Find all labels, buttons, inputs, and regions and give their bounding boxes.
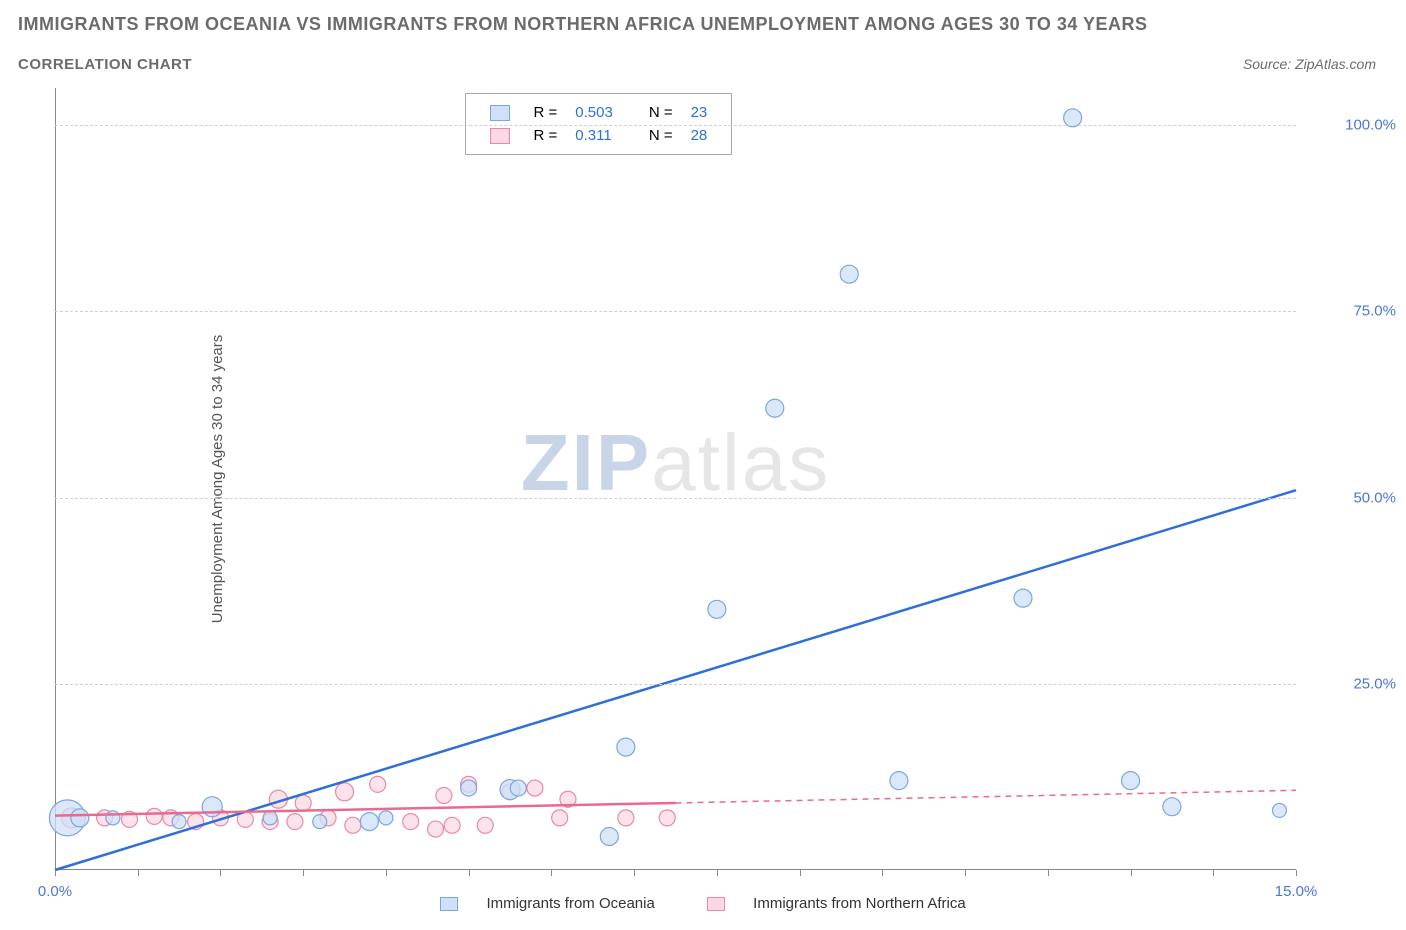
legend-r-label: R =: [526, 102, 566, 123]
legend-n-value-nafrica: 28: [683, 125, 716, 146]
chart-subtitle: CORRELATION CHART: [18, 56, 192, 73]
correlation-table: R = 0.503 N = 23 R = 0.311 N = 28: [480, 100, 718, 148]
x-tick-mark: [220, 870, 221, 876]
x-tick-mark: [1296, 870, 1297, 876]
data-point: [370, 776, 386, 792]
data-point: [1064, 109, 1082, 127]
legend-row-nafrica: R = 0.311 N = 28: [482, 125, 716, 146]
data-point: [618, 810, 634, 826]
x-tick-mark: [800, 870, 801, 876]
swatch-oceania: [490, 105, 510, 121]
data-point: [1014, 589, 1032, 607]
data-point: [766, 399, 784, 417]
data-point: [403, 814, 419, 830]
data-point: [345, 817, 361, 833]
legend-r-label: R =: [526, 125, 566, 146]
data-point: [617, 738, 635, 756]
data-point: [428, 821, 444, 837]
series-legend: Immigrants from Oceania Immigrants from …: [0, 895, 1406, 912]
chart-title: IMMIGRANTS FROM OCEANIA VS IMMIGRANTS FR…: [18, 14, 1148, 35]
gridline: [55, 125, 1296, 126]
data-point: [510, 780, 526, 796]
x-tick-mark: [882, 870, 883, 876]
source-label: Source: ZipAtlas.com: [1243, 56, 1376, 72]
y-tick-label: 50.0%: [1306, 489, 1396, 506]
data-point: [527, 780, 543, 796]
gridline: [55, 498, 1296, 499]
legend-r-value-nafrica: 0.311: [567, 125, 621, 146]
data-point: [263, 811, 277, 825]
swatch-nafrica-icon: [707, 897, 725, 911]
data-point: [287, 814, 303, 830]
y-tick-label: 100.0%: [1306, 117, 1396, 134]
x-tick-mark: [1131, 870, 1132, 876]
x-tick-mark: [469, 870, 470, 876]
data-point: [1272, 803, 1286, 817]
legend-n-label: N =: [641, 102, 681, 123]
data-point: [477, 817, 493, 833]
y-tick-label: 25.0%: [1306, 675, 1396, 692]
data-point: [71, 809, 89, 827]
legend-item-nafrica: Immigrants from Northern Africa: [695, 895, 978, 912]
data-point: [1122, 772, 1140, 790]
swatch-nafrica: [490, 128, 510, 144]
x-tick-mark: [634, 870, 635, 876]
x-tick-mark: [303, 870, 304, 876]
x-tick-mark: [138, 870, 139, 876]
x-tick-mark: [717, 870, 718, 876]
legend-r-value-oceania: 0.503: [567, 102, 621, 123]
data-point: [106, 811, 120, 825]
chart-plot-area: Unemployment Among Ages 30 to 34 years Z…: [55, 88, 1296, 870]
y-tick-label: 75.0%: [1306, 303, 1396, 320]
legend-swatch-cell: [482, 125, 524, 146]
gridline: [55, 684, 1296, 685]
data-point: [461, 780, 477, 796]
trend-line-dashed: [676, 790, 1297, 803]
x-tick-mark: [965, 870, 966, 876]
data-point: [1163, 798, 1181, 816]
legend-label-nafrica: Immigrants from Northern Africa: [753, 895, 966, 912]
legend-swatch-cell: [482, 102, 524, 123]
x-tick-mark: [386, 870, 387, 876]
x-tick-mark: [551, 870, 552, 876]
data-point: [295, 795, 311, 811]
data-point: [379, 811, 393, 825]
data-point: [890, 772, 908, 790]
legend-n-label: N =: [641, 125, 681, 146]
data-point: [313, 815, 327, 829]
gridline: [55, 311, 1296, 312]
correlation-legend: R = 0.503 N = 23 R = 0.311 N = 28: [465, 93, 733, 155]
x-tick-mark: [1213, 870, 1214, 876]
data-point: [659, 810, 675, 826]
data-point: [840, 265, 858, 283]
legend-item-oceania: Immigrants from Oceania: [428, 895, 671, 912]
swatch-oceania-icon: [440, 897, 458, 911]
x-tick-mark: [55, 870, 56, 876]
data-point: [552, 810, 568, 826]
data-point: [444, 817, 460, 833]
data-point: [708, 600, 726, 618]
x-tick-mark: [1048, 870, 1049, 876]
legend-n-value-oceania: 23: [683, 102, 716, 123]
scatter-svg: [55, 88, 1296, 870]
data-point: [600, 827, 618, 845]
data-point: [172, 815, 186, 829]
data-point: [360, 813, 378, 831]
data-point: [146, 808, 162, 824]
legend-row-oceania: R = 0.503 N = 23: [482, 102, 716, 123]
data-point: [336, 783, 354, 801]
data-point: [436, 788, 452, 804]
legend-label-oceania: Immigrants from Oceania: [486, 895, 654, 912]
